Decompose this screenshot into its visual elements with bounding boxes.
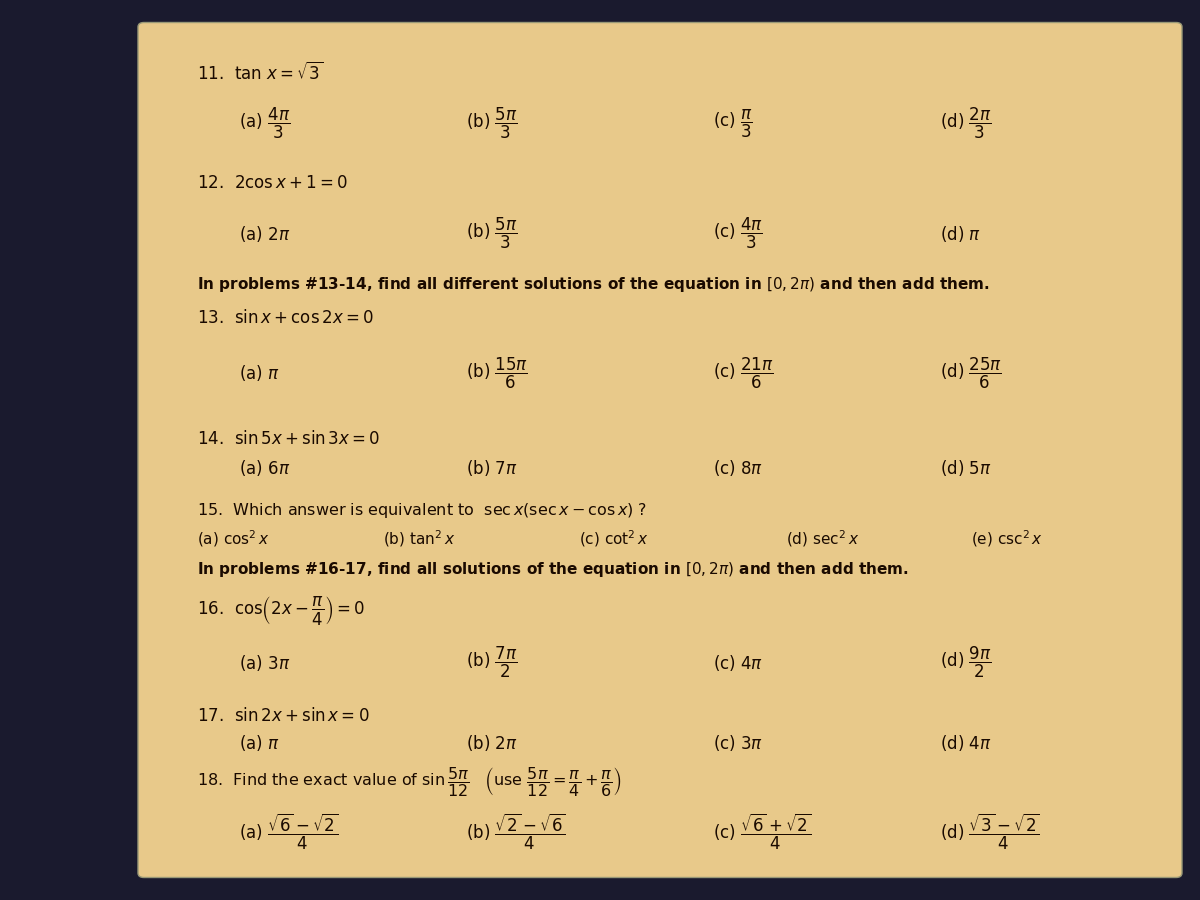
Text: (c) $\cot^2 x$: (c) $\cot^2 x$ [580,528,649,549]
Text: (a) $\dfrac{4\pi}{3}$: (a) $\dfrac{4\pi}{3}$ [239,106,290,141]
Text: 15.  Which answer is equivalent to  $\sec x(\sec x - \cos x)$ ?: 15. Which answer is equivalent to $\sec … [197,501,648,520]
Text: 17.  $\sin 2x + \sin x = 0$: 17. $\sin 2x + \sin x = 0$ [197,707,370,725]
Text: (b) $2\pi$: (b) $2\pi$ [466,733,517,753]
Text: (b) $7\pi$: (b) $7\pi$ [466,458,517,478]
Text: (c) $\dfrac{21\pi}{6}$: (c) $\dfrac{21\pi}{6}$ [713,356,774,391]
Text: (b) $\dfrac{5\pi}{3}$: (b) $\dfrac{5\pi}{3}$ [466,106,517,141]
Text: (b) $\dfrac{7\pi}{2}$: (b) $\dfrac{7\pi}{2}$ [466,645,517,680]
Text: (d) $4\pi$: (d) $4\pi$ [941,733,992,753]
Text: (c) $\dfrac{\pi}{3}$: (c) $\dfrac{\pi}{3}$ [713,108,754,140]
Text: (d) $5\pi$: (d) $5\pi$ [941,458,992,478]
Text: (d) $\dfrac{9\pi}{2}$: (d) $\dfrac{9\pi}{2}$ [941,645,992,680]
Text: 14.  $\sin 5x + \sin 3x = 0$: 14. $\sin 5x + \sin 3x = 0$ [197,430,380,448]
Text: 16.  $\cos\!\left(2x - \dfrac{\pi}{4}\right) = 0$: 16. $\cos\!\left(2x - \dfrac{\pi}{4}\rig… [197,594,365,626]
Text: (a) $\pi$: (a) $\pi$ [239,364,280,383]
Text: 13.  $\sin x + \cos 2x = 0$: 13. $\sin x + \cos 2x = 0$ [197,310,374,328]
Text: (b) $\dfrac{\sqrt{2}-\sqrt{6}}{4}$: (b) $\dfrac{\sqrt{2}-\sqrt{6}}{4}$ [466,812,565,852]
Text: (c) $\dfrac{\sqrt{6}+\sqrt{2}}{4}$: (c) $\dfrac{\sqrt{6}+\sqrt{2}}{4}$ [713,812,812,852]
Text: (b) $\dfrac{15\pi}{6}$: (b) $\dfrac{15\pi}{6}$ [466,356,528,391]
Text: (a) $3\pi$: (a) $3\pi$ [239,652,290,672]
Text: (b) $\dfrac{5\pi}{3}$: (b) $\dfrac{5\pi}{3}$ [466,216,517,251]
Text: (c) $\dfrac{4\pi}{3}$: (c) $\dfrac{4\pi}{3}$ [713,216,763,251]
Text: 12.  $2\cos x + 1 = 0$: 12. $2\cos x + 1 = 0$ [197,174,348,192]
Text: (d) $\dfrac{\sqrt{3}-\sqrt{2}}{4}$: (d) $\dfrac{\sqrt{3}-\sqrt{2}}{4}$ [941,812,1040,852]
Text: (a) $6\pi$: (a) $6\pi$ [239,458,290,478]
Text: (a) $\cos^2 x$: (a) $\cos^2 x$ [197,528,270,549]
Text: (b) $\tan^2 x$: (b) $\tan^2 x$ [383,528,456,549]
Text: (a) $\pi$: (a) $\pi$ [239,733,280,753]
Text: (d) $\sec^2 x$: (d) $\sec^2 x$ [786,528,859,549]
Text: In problems #13-14, find all different solutions of the equation in $[0, 2\pi)$ : In problems #13-14, find all different s… [197,275,990,294]
Text: (c) $8\pi$: (c) $8\pi$ [713,458,763,478]
Text: (c) $3\pi$: (c) $3\pi$ [713,733,763,753]
Text: (e) $\csc^2 x$: (e) $\csc^2 x$ [971,528,1043,549]
Text: 18.  Find the exact value of $\sin\dfrac{5\pi}{12}$   $\left(\text{use } \dfrac{: 18. Find the exact value of $\sin\dfrac{… [197,765,623,797]
Text: (c) $4\pi$: (c) $4\pi$ [713,652,763,672]
Text: In problems #16-17, find all solutions of the equation in $[0, 2\pi)$ and then a: In problems #16-17, find all solutions o… [197,560,910,579]
Text: (d) $\dfrac{2\pi}{3}$: (d) $\dfrac{2\pi}{3}$ [941,106,992,141]
Text: (a) $2\pi$: (a) $2\pi$ [239,224,290,244]
Text: 11.  tan $x = \sqrt{3}$: 11. tan $x = \sqrt{3}$ [197,62,324,84]
Text: (d) $\pi$: (d) $\pi$ [941,224,982,244]
Text: (d) $\dfrac{25\pi}{6}$: (d) $\dfrac{25\pi}{6}$ [941,356,1002,391]
FancyBboxPatch shape [138,22,1182,878]
Text: (a) $\dfrac{\sqrt{6}-\sqrt{2}}{4}$: (a) $\dfrac{\sqrt{6}-\sqrt{2}}{4}$ [239,812,338,852]
